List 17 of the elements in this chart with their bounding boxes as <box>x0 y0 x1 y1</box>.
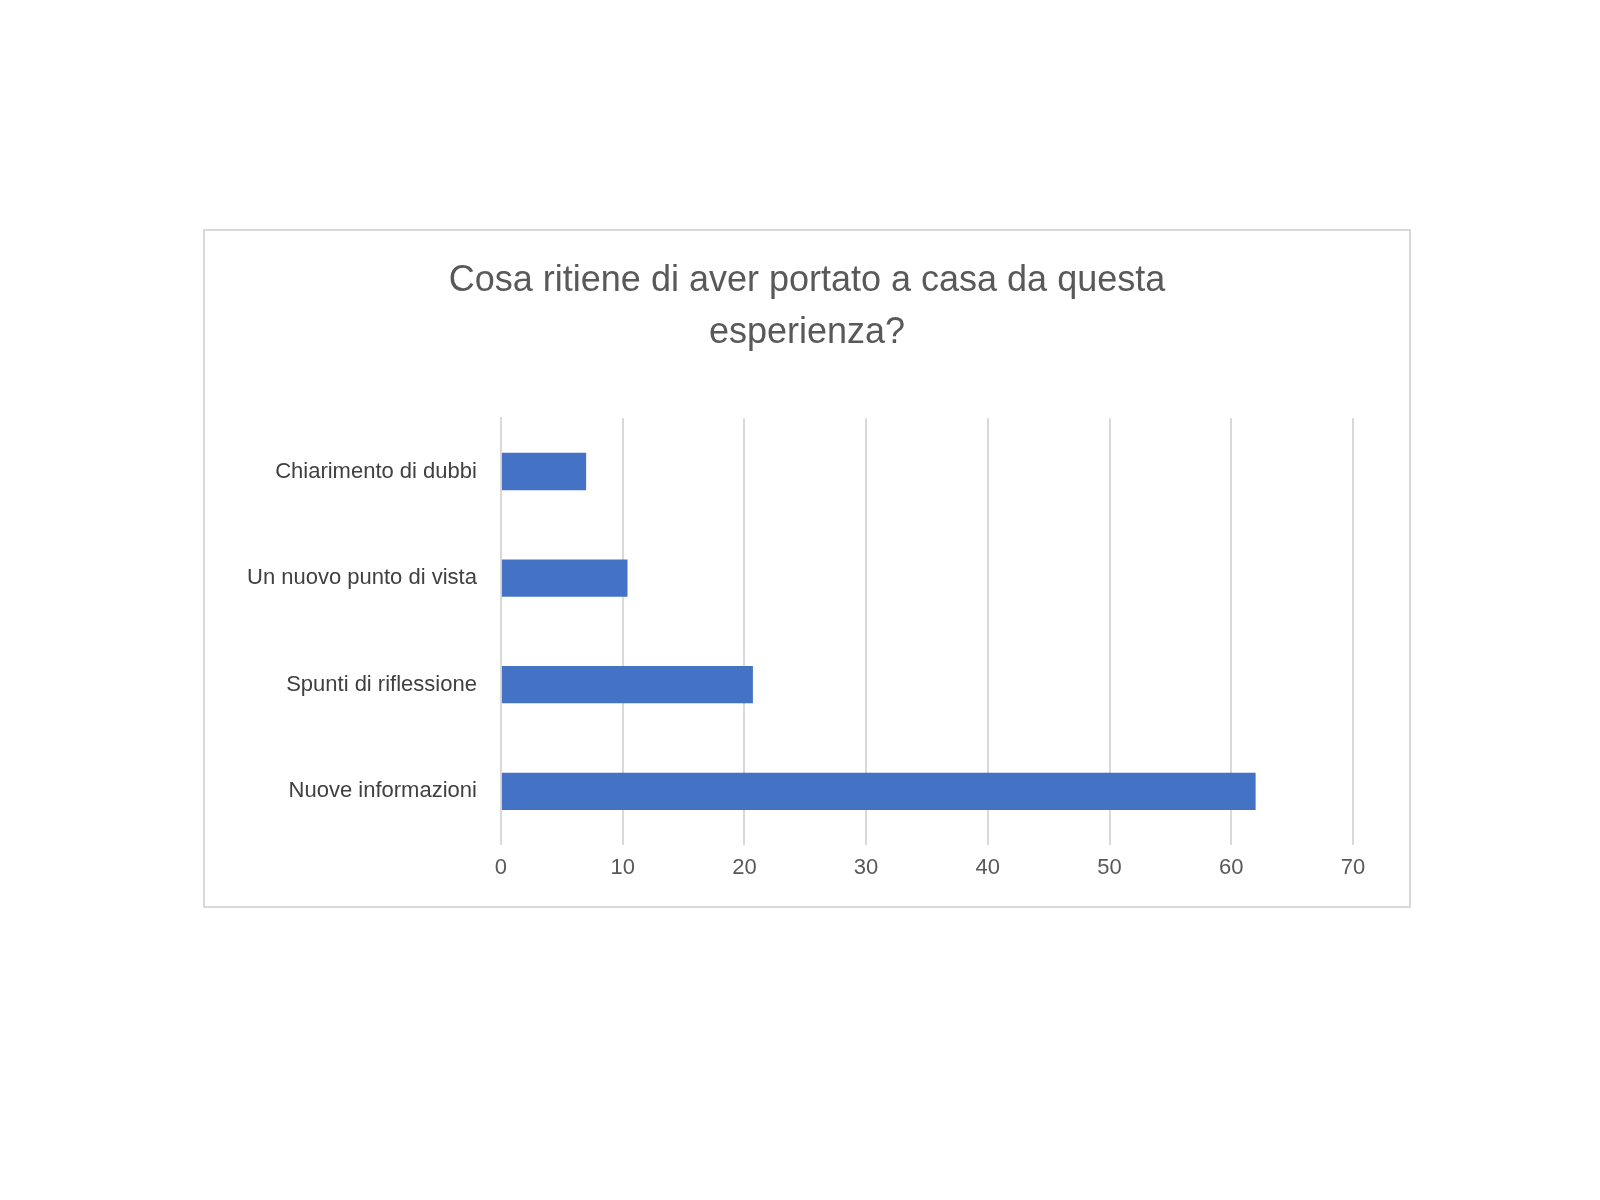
y-tick-label: Un nuovo punto di vista <box>246 564 478 590</box>
bar <box>501 559 628 597</box>
bar <box>501 452 587 491</box>
y-tick-label: Chiarimento di dubbi <box>275 457 477 483</box>
x-tick-label: 10 <box>610 853 635 879</box>
x-tick-label: 20 <box>732 853 757 879</box>
bar <box>501 666 753 704</box>
y-tick-label: Nuove informazioni <box>288 777 477 803</box>
x-tick-label: 70 <box>1340 853 1366 879</box>
x-tick-label: 30 <box>853 853 879 879</box>
y-tick-label: Spunti di riflessione <box>286 670 477 696</box>
bar <box>501 772 1256 810</box>
x-tick-label: 50 <box>1097 853 1122 879</box>
x-tick-label: 40 <box>975 853 1001 879</box>
x-tick-label: 0 <box>494 853 508 879</box>
x-tick-label: 60 <box>1219 853 1244 879</box>
chart-title: Cosa ritiene di aver portato a casa da questa esperienza? <box>447 257 1167 353</box>
